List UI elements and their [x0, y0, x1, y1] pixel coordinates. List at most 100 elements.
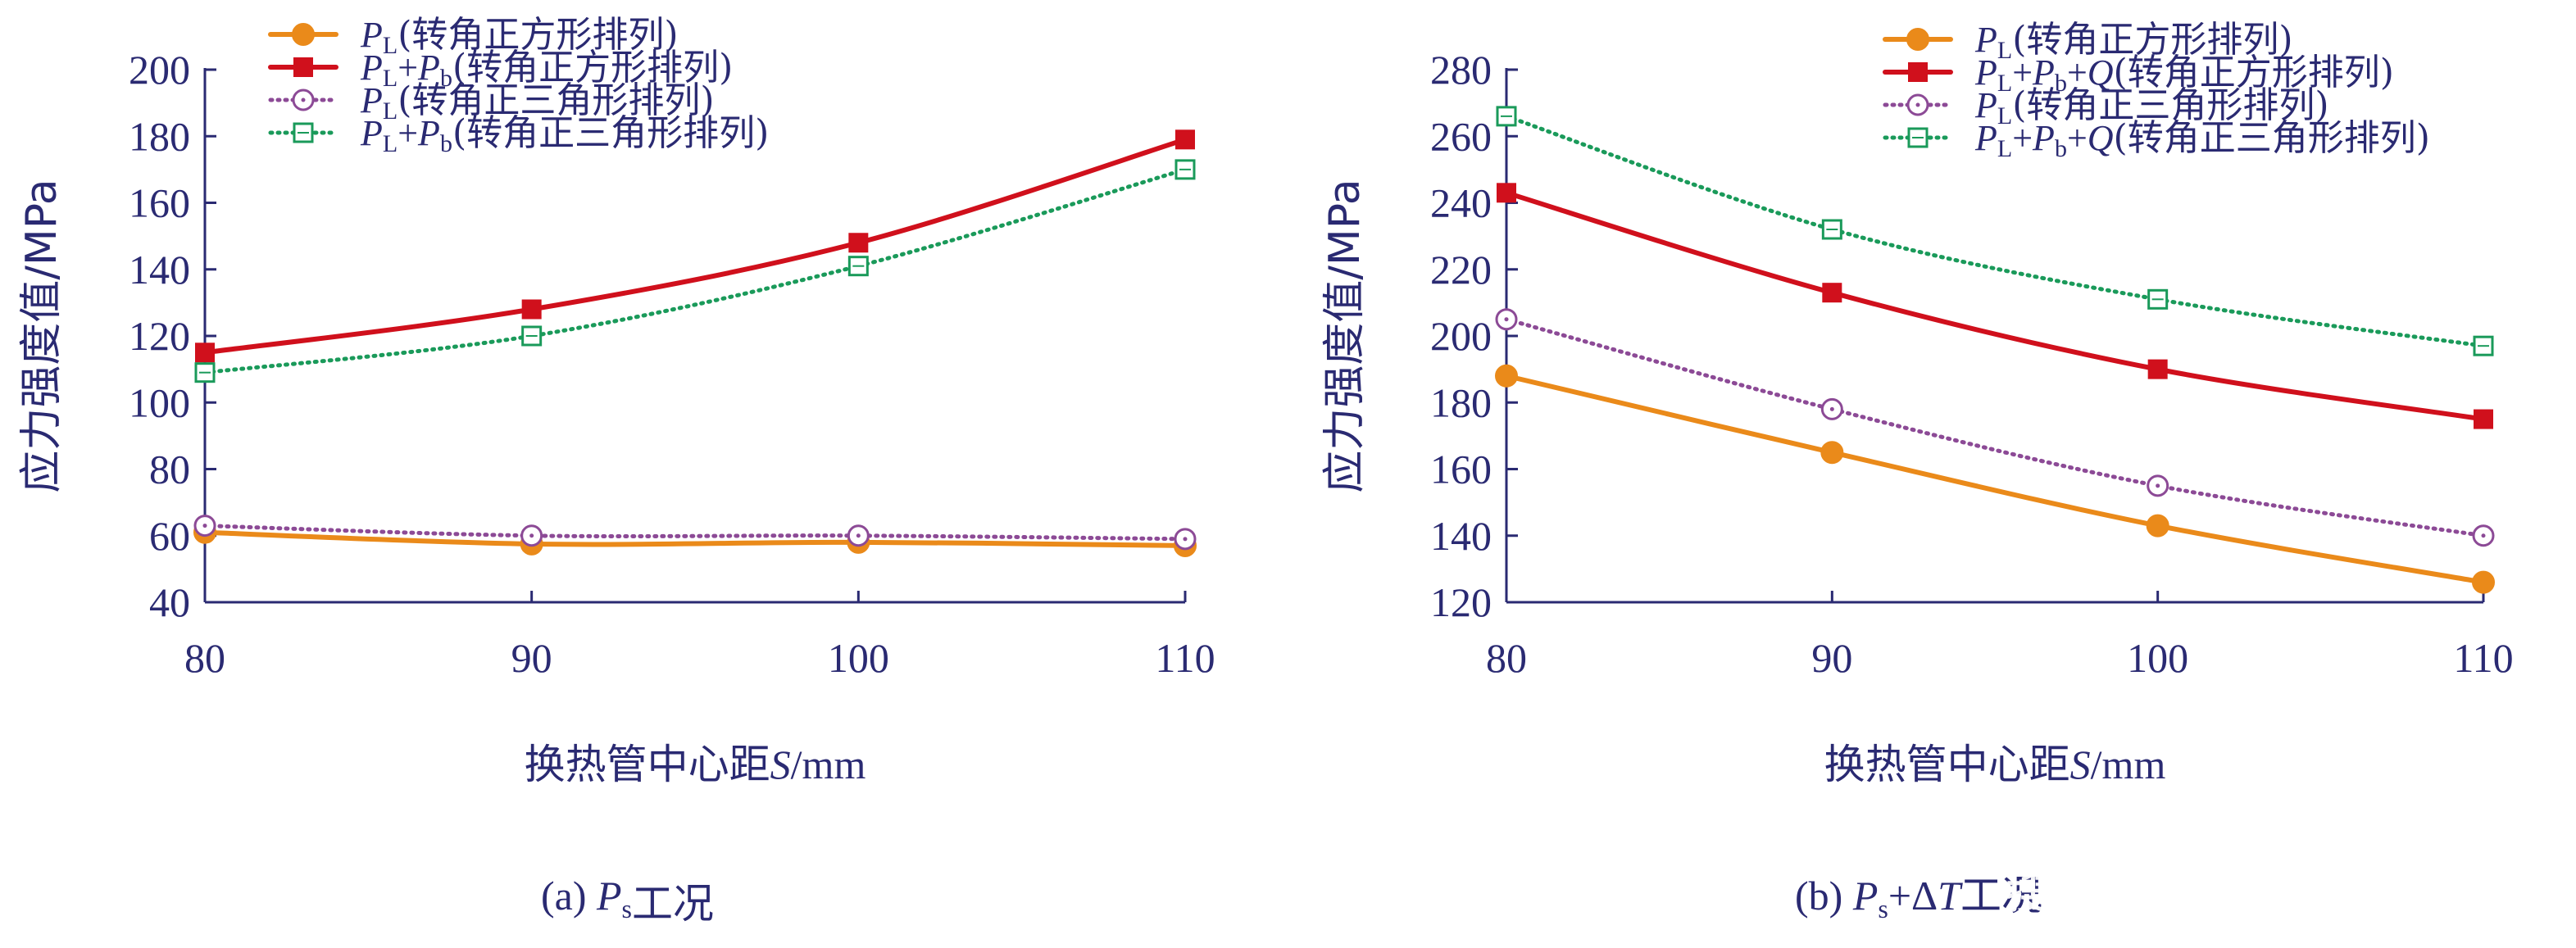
legend-label: PL+Pb(转角正三角形排列) — [360, 112, 769, 157]
data-point — [2472, 524, 2495, 547]
legend-item: PL(转角正三角形排列) — [1883, 84, 2329, 129]
series-line — [1504, 190, 2486, 422]
data-point — [848, 233, 869, 253]
x-axis-label-var: S — [770, 742, 791, 787]
legend-label-symbol: P — [360, 15, 383, 55]
x-axis-label: 换热管中心距S/mm — [1824, 741, 2166, 788]
series-line — [202, 137, 1188, 356]
legend-label-symbol: L — [383, 65, 398, 92]
legend-label-symbol: L — [1997, 102, 2012, 129]
legend-label-symbol: Q — [2088, 52, 2114, 93]
y-tick-label: 60 — [149, 513, 190, 559]
data-point — [193, 515, 216, 538]
y-tick-label: 160 — [1430, 447, 1492, 492]
legend-label-symbol: P — [1974, 85, 1997, 125]
legend-label: PL+Pb+Q(转角正方形排列) — [1974, 52, 2394, 97]
caption-symbol-t: T — [1938, 873, 1963, 919]
caption-main: 工况 — [632, 880, 714, 928]
y-tick-label: 180 — [1430, 379, 1492, 425]
data-point-dot — [529, 533, 534, 538]
x-axis-label-var: S — [2070, 742, 2091, 787]
y-tick-label: 160 — [129, 180, 190, 226]
legend-label-symbol: L — [1997, 37, 2012, 64]
legend-marker — [293, 57, 313, 77]
caption-prefix: (b) — [1795, 873, 1853, 919]
series-line — [202, 529, 1188, 548]
legend-label-symbol: P — [360, 113, 383, 153]
y-tick-label: 220 — [1430, 247, 1492, 293]
caption-prefix: (a) — [541, 873, 597, 919]
caption-symbol: P — [596, 873, 622, 919]
data-point — [521, 299, 542, 320]
series-line — [202, 524, 1188, 542]
data-point — [521, 325, 543, 347]
legend-marker-dot — [301, 98, 306, 102]
legend-label-suffix: (转角正三角形排列) — [452, 112, 769, 154]
y-tick-label: 240 — [1430, 180, 1492, 226]
data-point-dot — [2156, 483, 2160, 488]
x-axis-label: 换热管中心距S/mm — [525, 741, 866, 788]
data-point — [1496, 106, 1517, 127]
legend-marker — [1907, 127, 1929, 148]
y-tick-label: 120 — [129, 313, 190, 359]
legend-label-symbol: + — [398, 113, 418, 153]
y-tick-label: 200 — [129, 47, 190, 93]
data-point-dot — [1504, 317, 1509, 322]
series-line — [1504, 114, 2486, 348]
data-point — [1174, 159, 1196, 180]
y-axis-label: 应力强度值/MPa — [1320, 179, 1370, 492]
legend-label-symbol: L — [1997, 70, 2012, 97]
y-tick-label: 120 — [1430, 579, 1492, 625]
data-point — [2147, 359, 2168, 379]
legend-label-symbol: P — [1974, 20, 1997, 60]
legend-label-symbol: L — [1997, 135, 2012, 162]
data-point — [520, 524, 543, 547]
legend-label-symbol: + — [2067, 118, 2088, 158]
x-tick-label: 110 — [1155, 635, 1215, 681]
watermark-text: 搜狐号@石化前沿小兵 — [2006, 870, 2416, 918]
data-point — [2473, 335, 2494, 356]
x-tick-label: 90 — [1811, 635, 1852, 681]
y-tick-label: 100 — [129, 379, 190, 425]
legend-label-symbol: b — [2055, 135, 2067, 162]
y-tick-label: 200 — [1430, 313, 1492, 359]
legend-label-symbol: Q — [2088, 118, 2114, 158]
data-point — [847, 256, 869, 277]
caption-condition: +Δ — [1888, 873, 1938, 919]
legend-item: PL+Pb+Q(转角正方形排列) — [1883, 52, 2394, 97]
y-tick-label: 80 — [149, 447, 190, 492]
legend-label-symbol: P — [360, 48, 383, 88]
legend-label-symbol: b — [440, 65, 452, 92]
data-point — [1820, 397, 1843, 420]
series-line — [1504, 317, 2486, 538]
data-point-dot — [1183, 537, 1188, 542]
caption-subscript: s — [622, 894, 632, 923]
x-axis-label-unit: /mm — [791, 742, 866, 787]
chart-panel-b: 120 140 160 180 200 220 240 260 280 80 90 100 110 应力强… — [1320, 19, 2514, 923]
legend-item: PL(转角正三角形排列) — [268, 79, 715, 125]
legend-label-symbol: P — [2032, 52, 2055, 93]
data-point — [2472, 570, 2495, 594]
legend-item: PL+Pb(转角正三角形排列) — [268, 112, 769, 157]
x-axis-label-part: 换热管中心距 — [1824, 741, 2070, 788]
legend-label: PL(转角正三角形排列) — [1974, 84, 2329, 129]
legend-item: PL+Pb(转角正方形排列) — [268, 47, 733, 92]
legend-marker — [293, 122, 314, 143]
data-point-dot — [856, 533, 861, 538]
legend-label: PL+Pb+Q(转角正三角形排列) — [1974, 117, 2430, 162]
caption-main: 工况 — [1960, 872, 2042, 919]
legend-item: PL(转角正方形排列) — [1883, 19, 2293, 64]
data-point-dot — [202, 524, 207, 528]
legend-label-suffix: (转角正三角形排列) — [398, 79, 714, 121]
x-tick-label: 100 — [2127, 635, 2188, 681]
legend-label-symbol: P — [417, 48, 440, 88]
legend-marker — [1908, 62, 1928, 82]
data-point — [2147, 288, 2169, 310]
data-point — [1820, 441, 1844, 465]
data-point — [1497, 183, 1516, 203]
legend-label-symbol: P — [1974, 52, 1997, 93]
data-point-dot — [2481, 533, 2486, 538]
figure-caption: (a) Ps工况 — [541, 873, 714, 928]
series-line — [1504, 373, 2486, 585]
